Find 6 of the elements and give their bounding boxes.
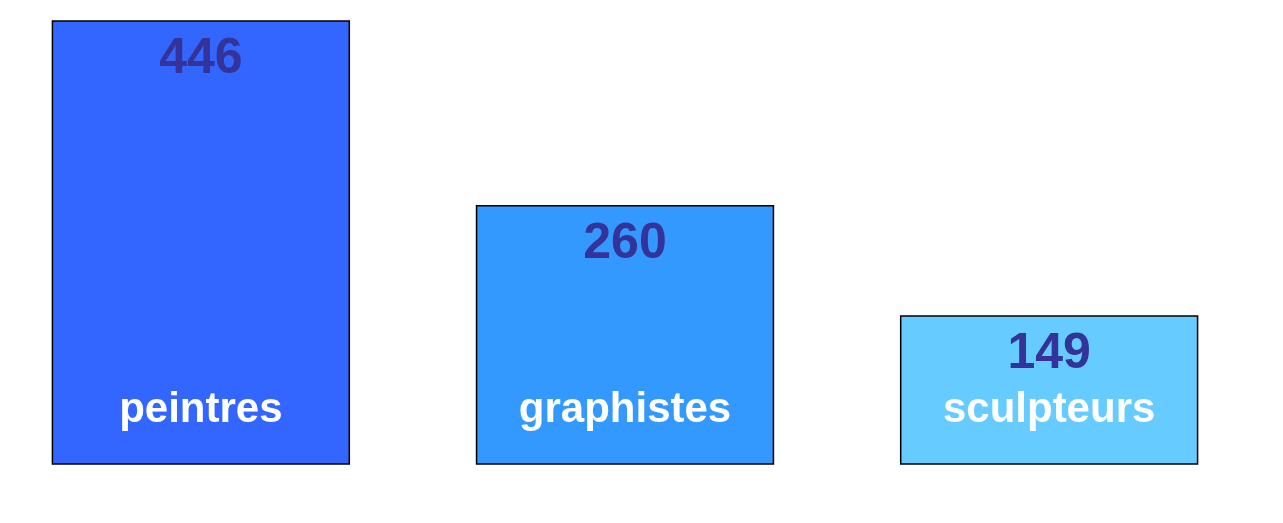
- data-label: 446: [159, 28, 243, 84]
- data-label: 149: [1007, 323, 1091, 379]
- x-tick-label: graphistes: [518, 384, 732, 431]
- x-tick-label: sculpteurs: [942, 384, 1156, 431]
- data-label: 260: [583, 212, 667, 269]
- x-tick-label: peintres: [119, 384, 283, 431]
